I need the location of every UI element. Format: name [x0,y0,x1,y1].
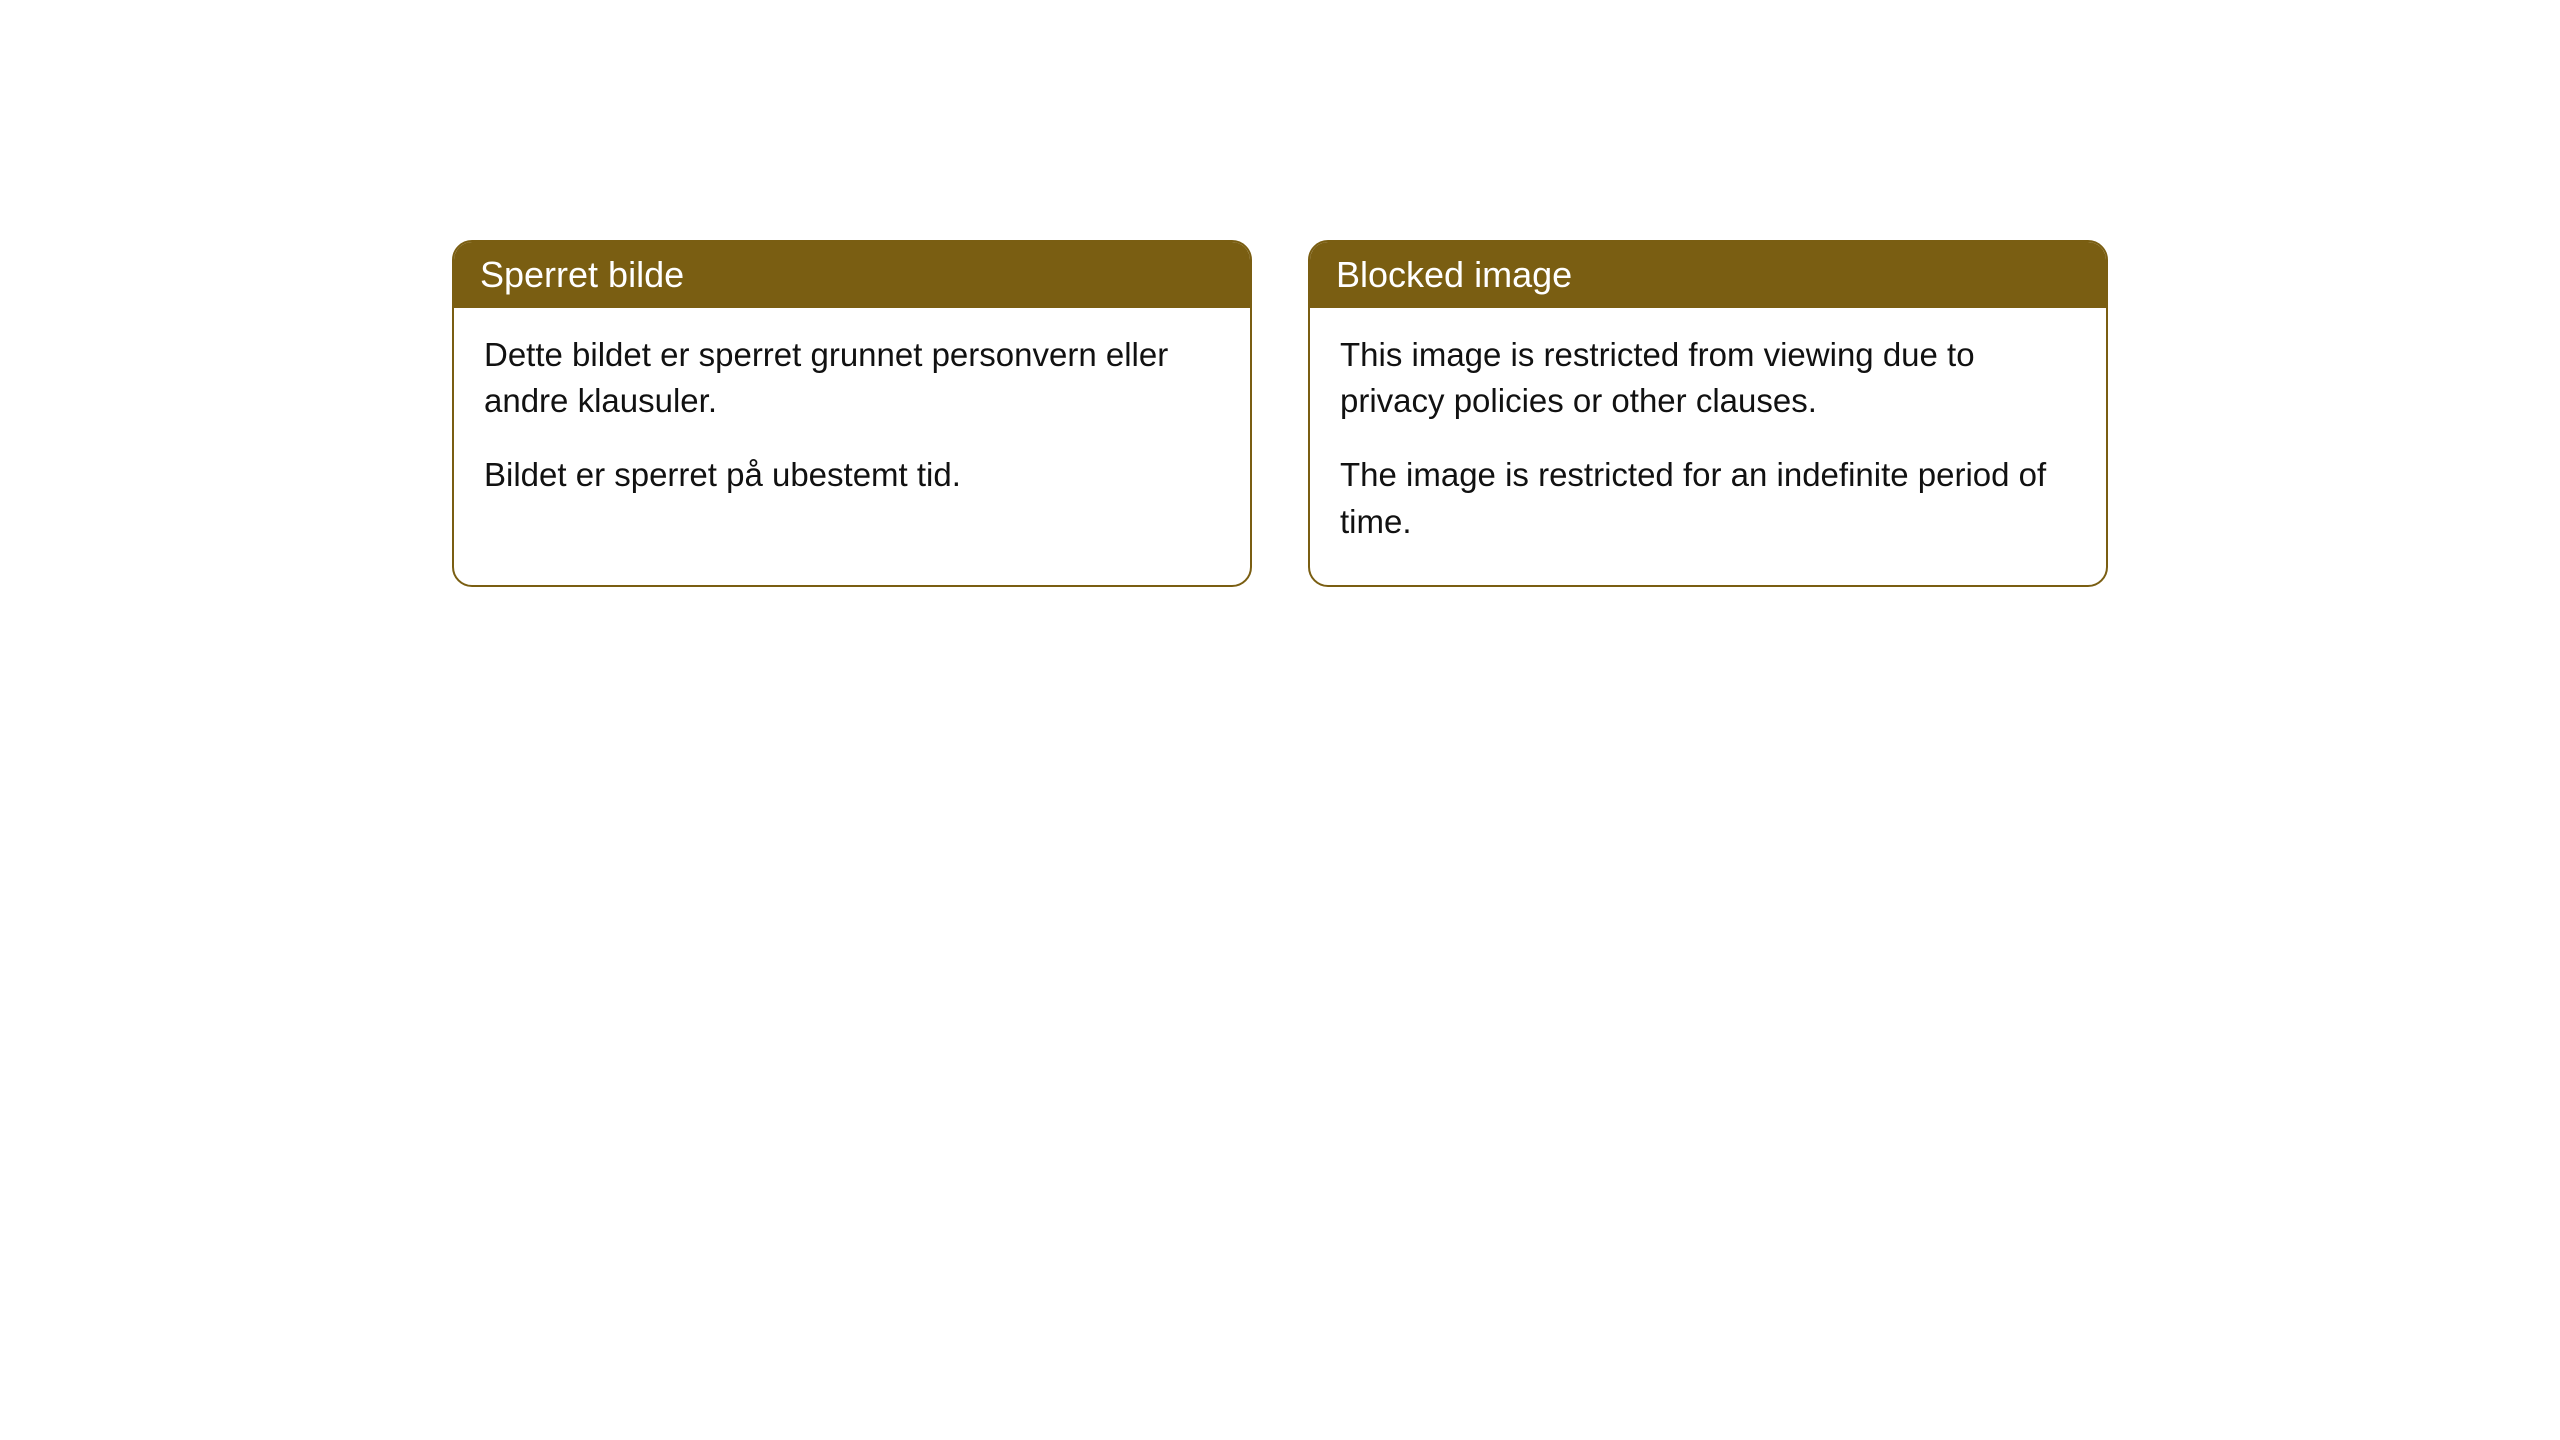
card-body: This image is restricted from viewing du… [1310,308,2106,585]
notice-container: Sperret bilde Dette bildet er sperret gr… [0,240,2560,587]
card-header: Sperret bilde [454,242,1250,308]
card-paragraph: Bildet er sperret på ubestemt tid. [484,452,1220,498]
card-title: Sperret bilde [480,254,684,295]
notice-card-norwegian: Sperret bilde Dette bildet er sperret gr… [452,240,1252,587]
card-paragraph: The image is restricted for an indefinit… [1340,452,2076,544]
card-body: Dette bildet er sperret grunnet personve… [454,308,1250,539]
notice-card-english: Blocked image This image is restricted f… [1308,240,2108,587]
card-paragraph: Dette bildet er sperret grunnet personve… [484,332,1220,424]
card-title: Blocked image [1336,254,1572,295]
card-header: Blocked image [1310,242,2106,308]
card-paragraph: This image is restricted from viewing du… [1340,332,2076,424]
